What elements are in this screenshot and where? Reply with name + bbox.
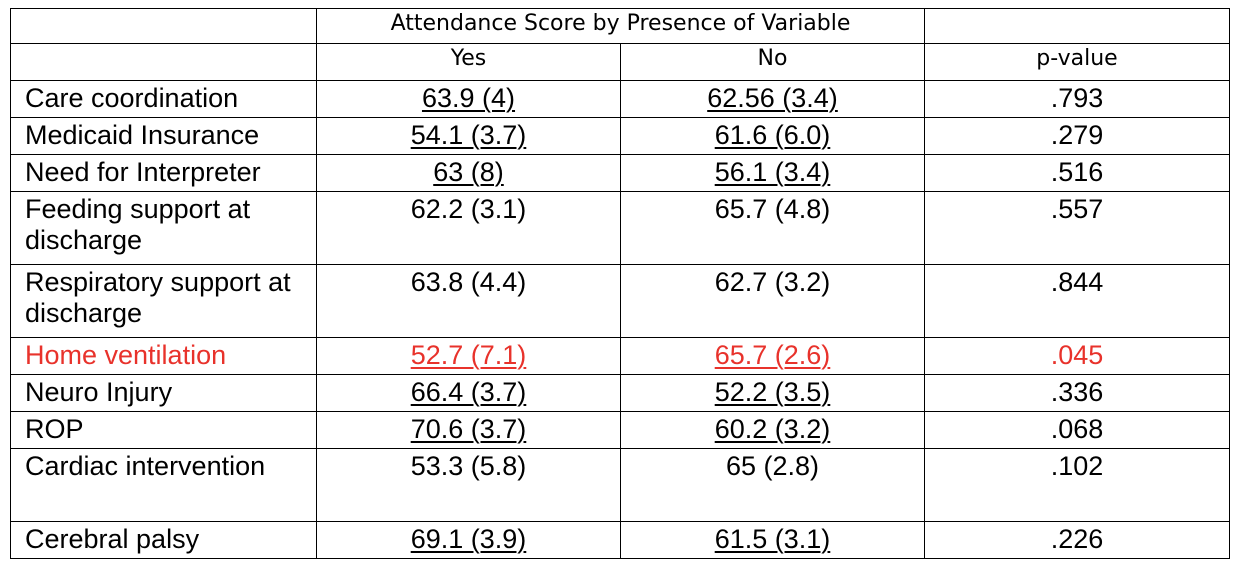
table-row: ROP 70.6 (3.7) 60.2 (3.2) .068 [10, 411, 1230, 449]
row-label: Respiratory support at discharge [10, 264, 317, 338]
row-label: ROP [10, 411, 317, 449]
table-row: Medicaid Insurance 54.1 (3.7) 61.6 (6.0)… [10, 117, 1230, 155]
yes-value: 69.1 (3.9) [316, 521, 621, 559]
table-row: Neuro Injury 66.4 (3.7) 52.2 (3.5) .336 [10, 374, 1230, 412]
no-value: 61.5 (3.1) [620, 521, 925, 559]
no-value: 62.56 (3.4) [620, 80, 925, 118]
no-value: 65.7 (4.8) [620, 191, 925, 265]
p-value: .336 [924, 374, 1230, 412]
p-value: .226 [924, 521, 1230, 559]
no-value: 52.2 (3.5) [620, 374, 925, 412]
table-row: Need for Interpreter 63 (8) 56.1 (3.4) .… [10, 154, 1230, 192]
p-value: .102 [924, 448, 1230, 522]
p-value: .844 [924, 264, 1230, 338]
yes-value: 63 (8) [316, 154, 621, 192]
header-row-group: Attendance Score by Presence of Variable [10, 8, 1230, 44]
column-header-yes: Yes [316, 43, 621, 81]
row-label: Feeding support at discharge [10, 191, 317, 265]
yes-value: 70.6 (3.7) [316, 411, 621, 449]
p-value: .045 [924, 337, 1230, 375]
header-empty-cell [10, 43, 317, 81]
p-value: .557 [924, 191, 1230, 265]
header-empty-cell [10, 8, 317, 44]
table-row-highlighted: Home ventilation 52.7 (7.1) 65.7 (2.6) .… [10, 337, 1230, 375]
attendance-score-table: Attendance Score by Presence of Variable… [10, 8, 1230, 559]
yes-value: 63.8 (4.4) [316, 264, 621, 338]
row-label: Neuro Injury [10, 374, 317, 412]
p-value: .793 [924, 80, 1230, 118]
row-label: Medicaid Insurance [10, 117, 317, 155]
table-row: Feeding support at discharge 62.2 (3.1) … [10, 191, 1230, 265]
yes-value: 66.4 (3.7) [316, 374, 621, 412]
header-empty-cell-right [924, 8, 1230, 44]
header-row-columns: Yes No p-value [10, 43, 1230, 81]
row-label: Care coordination [10, 80, 317, 118]
p-value: .068 [924, 411, 1230, 449]
table-row: Cerebral palsy 69.1 (3.9) 61.5 (3.1) .22… [10, 521, 1230, 559]
table-row: Care coordination 63.9 (4) 62.56 (3.4) .… [10, 80, 1230, 118]
row-label: Cerebral palsy [10, 521, 317, 559]
no-value: 65.7 (2.6) [620, 337, 925, 375]
no-value: 65 (2.8) [620, 448, 925, 522]
group-title: Attendance Score by Presence of Variable [316, 8, 925, 44]
table-row: Respiratory support at discharge 63.8 (4… [10, 264, 1230, 338]
row-label: Need for Interpreter [10, 154, 317, 192]
yes-value: 62.2 (3.1) [316, 191, 621, 265]
yes-value: 63.9 (4) [316, 80, 621, 118]
no-value: 60.2 (3.2) [620, 411, 925, 449]
p-value: .516 [924, 154, 1230, 192]
column-header-pvalue: p-value [924, 43, 1230, 81]
column-header-no: No [620, 43, 925, 81]
row-label: Home ventilation [10, 337, 317, 375]
p-value: .279 [924, 117, 1230, 155]
yes-value: 53.3 (5.8) [316, 448, 621, 522]
table-row: Cardiac intervention 53.3 (5.8) 65 (2.8)… [10, 448, 1230, 522]
row-label: Cardiac intervention [10, 448, 317, 522]
no-value: 62.7 (3.2) [620, 264, 925, 338]
no-value: 56.1 (3.4) [620, 154, 925, 192]
no-value: 61.6 (6.0) [620, 117, 925, 155]
yes-value: 52.7 (7.1) [316, 337, 621, 375]
yes-value: 54.1 (3.7) [316, 117, 621, 155]
